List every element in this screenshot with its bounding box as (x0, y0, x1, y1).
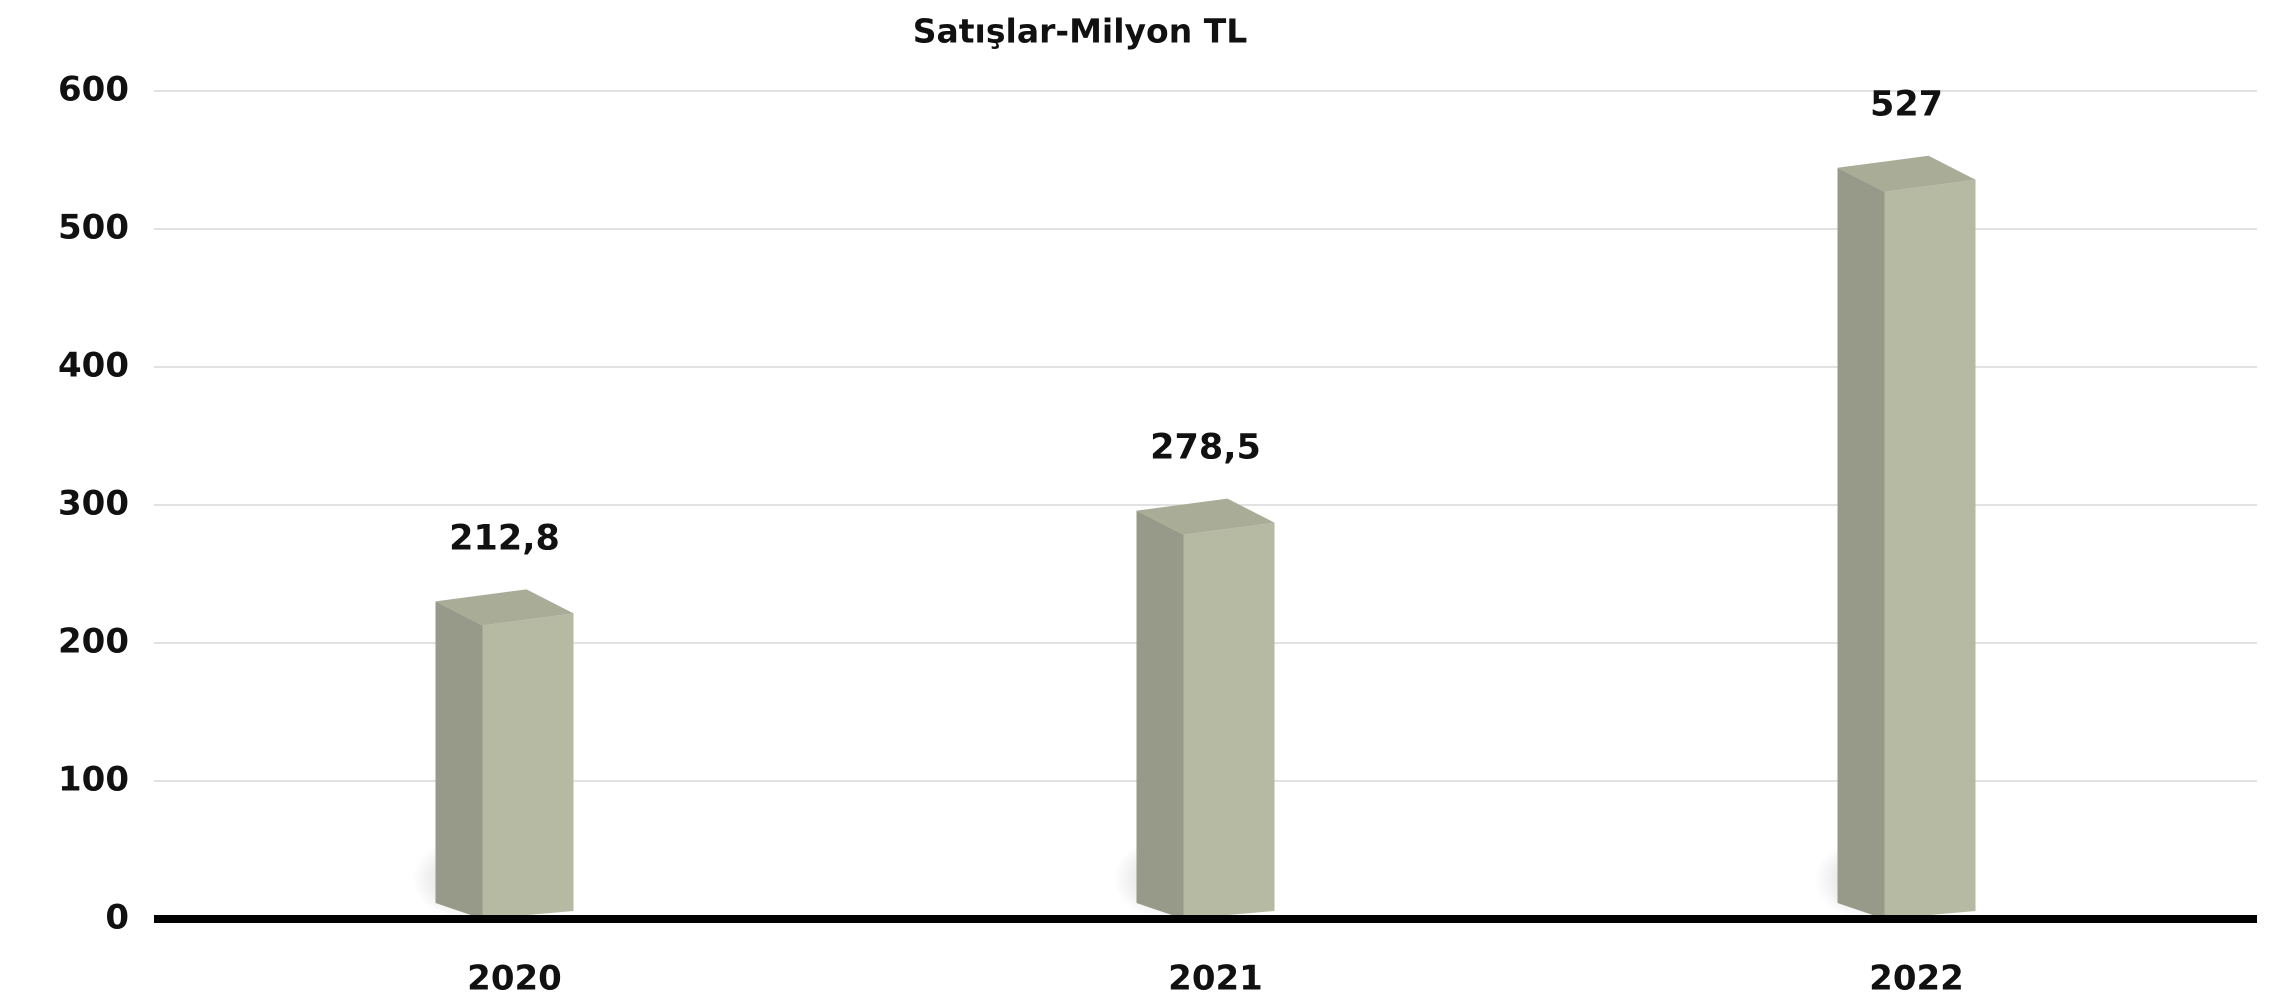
y-tick-label: 200 (58, 622, 129, 662)
x-tick-label: 2021 (1168, 959, 1263, 999)
bar (1814, 155, 1976, 920)
bar-front (482, 613, 574, 919)
bar (1113, 498, 1275, 919)
bar-side (1837, 167, 1885, 920)
y-tick-label: 300 (58, 484, 129, 524)
bar-top (1136, 498, 1275, 535)
value-label: 212,8 (449, 518, 560, 558)
bar-top (435, 589, 574, 626)
y-tick-label: 500 (58, 208, 129, 248)
bar-top (1837, 155, 1976, 192)
bar-front (1183, 522, 1275, 919)
x-tick-label: 2022 (1869, 959, 1964, 999)
bar-front (1884, 179, 1976, 920)
x-tick-label: 2020 (467, 959, 562, 999)
bar-side (435, 601, 483, 919)
bar-side (1136, 510, 1184, 919)
value-label: 278,5 (1150, 428, 1261, 468)
y-tick-label: 100 (58, 760, 129, 800)
y-tick-label: 0 (105, 898, 129, 938)
value-label: 527 (1870, 85, 1943, 125)
bar (412, 589, 574, 919)
chart-title: Satışlar-Milyon TL (913, 12, 1247, 51)
y-tick-label: 400 (58, 346, 129, 386)
y-tick-label: 600 (58, 70, 129, 110)
